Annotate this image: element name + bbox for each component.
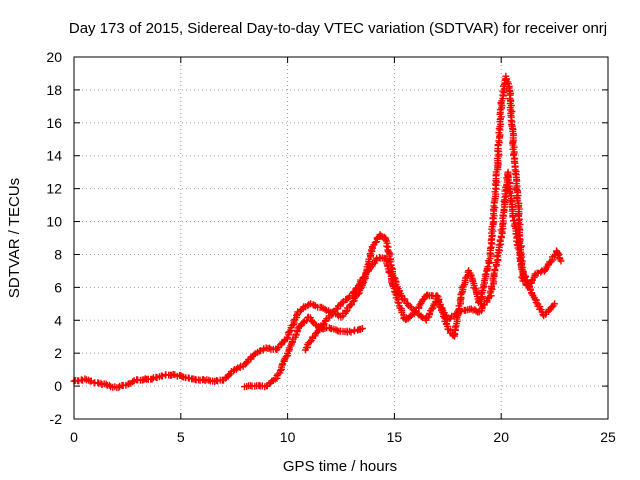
data-point-marker [129,378,137,386]
data-point-marker [510,217,517,225]
data-point-marker [481,271,489,279]
x-tick-label: 0 [70,429,78,445]
y-tick-label: 12 [46,181,62,197]
data-point-marker [417,313,425,321]
tick-layer: 0 5 10 15 20 25 -2 0 2 4 6 8 10 12 14 16 18 20 [46,49,616,445]
series-2 [301,168,559,354]
x-axis-label: GPS time / hours [283,458,397,475]
plot-frame [73,56,609,420]
data-point-marker [377,232,385,240]
data-point-marker [338,299,346,307]
data-point-marker [314,327,322,335]
data-point-marker [102,380,110,388]
data-point-marker [537,268,545,276]
data-point-marker [495,241,503,249]
data-point-marker [491,265,499,273]
data-point-marker [250,351,258,359]
chart-title: Day 173 of 2015, Sidereal Day-to-day VTE… [69,20,607,37]
data-point-marker [522,276,530,284]
x-tick-label: 25 [600,429,616,445]
data-point-marker [428,305,436,313]
x-tick-label: 10 [280,429,296,445]
y-tick-label: 16 [46,115,62,131]
y-tick-label: 2 [54,345,62,361]
data-point-marker [450,329,458,337]
data-point-marker [306,338,314,346]
data-point-marker [232,365,240,373]
y-tick-label: 4 [54,312,62,328]
data-point-marker [510,151,517,159]
data-point-marker [507,197,514,204]
y-tick-label: 20 [46,49,62,65]
y-tick-label: 10 [46,214,62,230]
y-tick-label: 6 [54,279,62,295]
y-tick-label: -2 [50,411,63,427]
y-tick-label: 14 [46,148,62,164]
data-point-marker [484,263,492,271]
data-point-marker [148,375,156,383]
data-point-marker [347,328,355,336]
data-point-marker [266,344,273,352]
data-point-marker [282,353,290,360]
data-point-marker [293,311,300,319]
data-point-marker [451,323,459,331]
data-point-marker [532,299,540,307]
data-point-marker [382,236,390,244]
data-point-marker [551,300,559,308]
y-axis-label: SDTVAR / TECUs [6,178,23,298]
x-tick-label: 5 [177,429,185,445]
data-point-marker [391,287,399,295]
x-tick-label: 20 [493,429,509,445]
x-tick-label: 15 [387,429,403,445]
data-point-marker [358,325,366,332]
y-tick-label: 0 [54,378,62,394]
data-point-marker [547,258,555,265]
y-tick-label: 8 [54,246,62,262]
data-point-marker [308,318,316,326]
data-point-marker [321,305,329,313]
y-tick-label: 18 [46,82,62,98]
data-point-marker [225,371,233,379]
data-point-marker [557,257,565,265]
data-point-marker [385,252,393,260]
data-point-marker [285,328,293,336]
data-point-marker [81,375,89,383]
data-point-marker [276,366,284,374]
data-point-marker [383,242,391,250]
data-layer [70,72,565,392]
